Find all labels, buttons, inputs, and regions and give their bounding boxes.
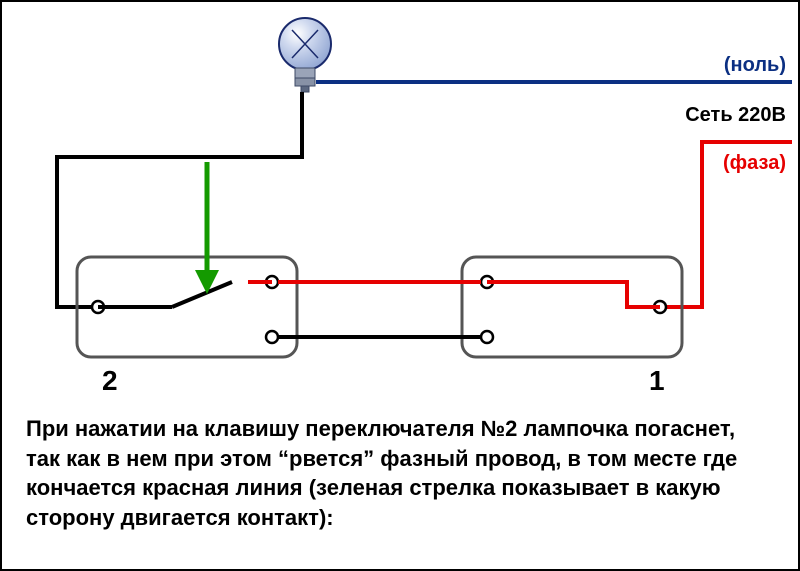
sw1-contact [487,282,660,307]
sw1-bottom-terminal [481,331,493,343]
caption-text: При нажатии на клавишу переключателя №2 … [26,414,774,533]
lamp-to-switch2-wire [57,92,302,307]
phase-in-wire [667,142,792,307]
diagram-container: (ноль) Сеть 220В (фаза) [0,0,800,571]
switch1-number: 1 [649,365,665,396]
switch2-number: 2 [102,365,118,396]
sw2-contact [98,282,272,307]
wiring-svg: 2 1 [2,2,800,412]
direction-arrow [195,162,219,294]
sw2-bottom-terminal [266,331,278,343]
